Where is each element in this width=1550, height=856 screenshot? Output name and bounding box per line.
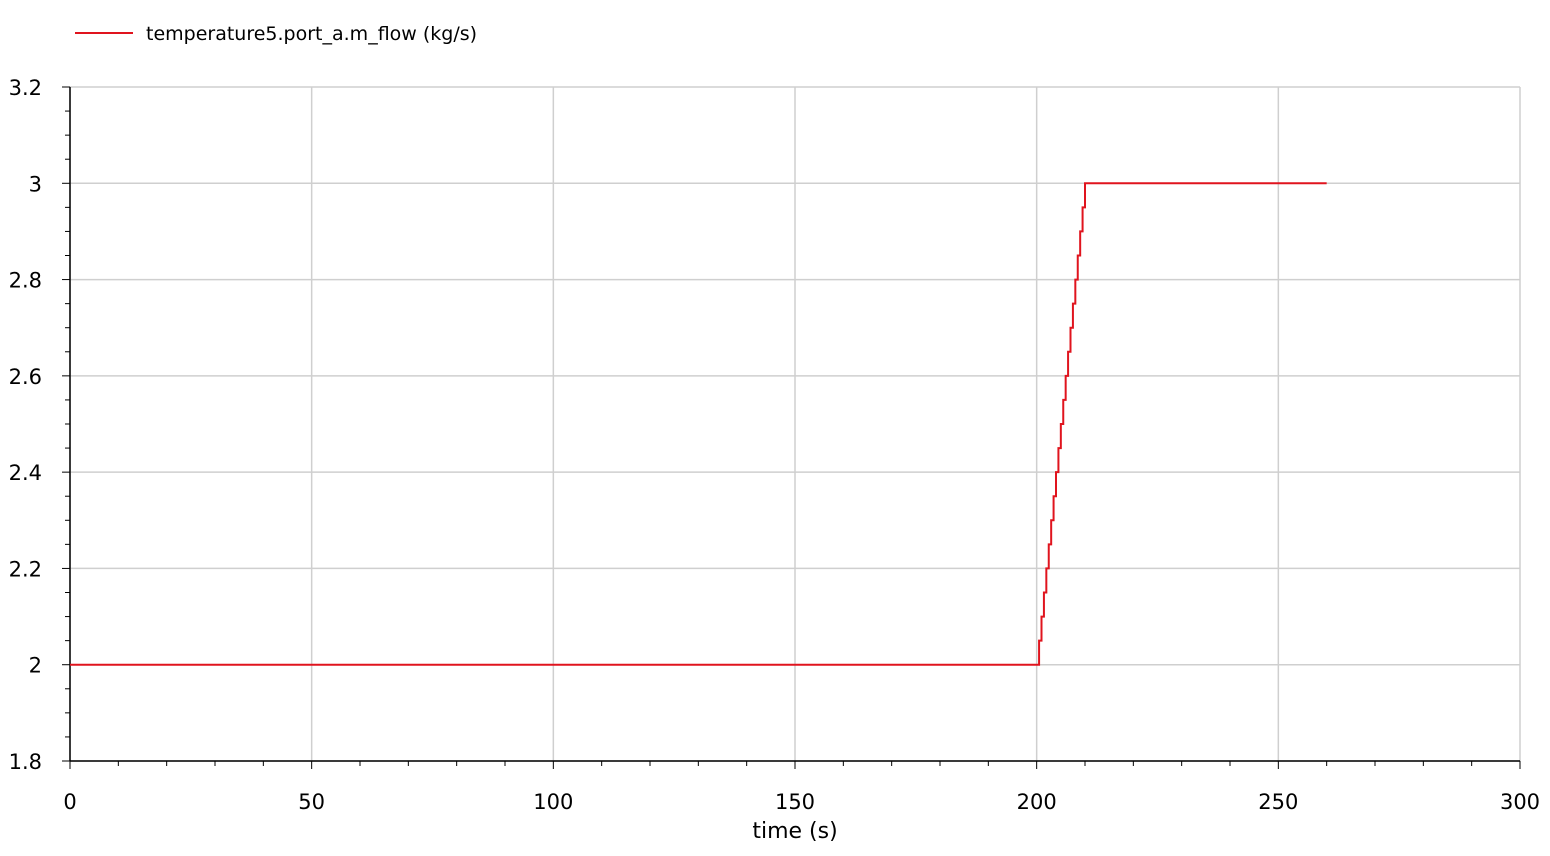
- y-tick-labels: 1.8 2 2.2 2.4 2.6 2.8 3 3.2: [9, 76, 42, 774]
- minor-ticks: [62, 86, 1521, 769]
- y-tick-label: 2.4: [9, 461, 42, 485]
- series-line: [70, 182, 1327, 666]
- axes: [69, 87, 1520, 762]
- legend-label: temperature5.port_a.m_flow (kg/s): [146, 23, 477, 45]
- grid: [69, 86, 1521, 762]
- x-tick-labels: 0 50 100 150 200 250 300: [63, 790, 1540, 814]
- legend: temperature5.port_a.m_flow (kg/s): [75, 23, 477, 45]
- y-tick-label: 3.2: [9, 76, 42, 100]
- y-tick-label: 2.6: [9, 365, 42, 389]
- y-tick-label: 2.2: [9, 557, 42, 581]
- x-tick-label: 150: [775, 790, 815, 814]
- y-tick-label: 2.8: [9, 269, 42, 293]
- x-axis-label: time (s): [752, 819, 837, 844]
- x-tick-label: 300: [1500, 790, 1540, 814]
- x-tick-label: 250: [1258, 790, 1298, 814]
- x-tick-label: 0: [63, 790, 76, 814]
- x-tick-label: 100: [533, 790, 573, 814]
- x-tick-label: 50: [298, 790, 325, 814]
- y-tick-label: 2: [29, 654, 42, 678]
- y-tick-label: 1.8: [9, 750, 42, 774]
- series-layer: [70, 182, 1327, 666]
- x-tick-label: 200: [1017, 790, 1057, 814]
- y-tick-label: 3: [29, 172, 42, 196]
